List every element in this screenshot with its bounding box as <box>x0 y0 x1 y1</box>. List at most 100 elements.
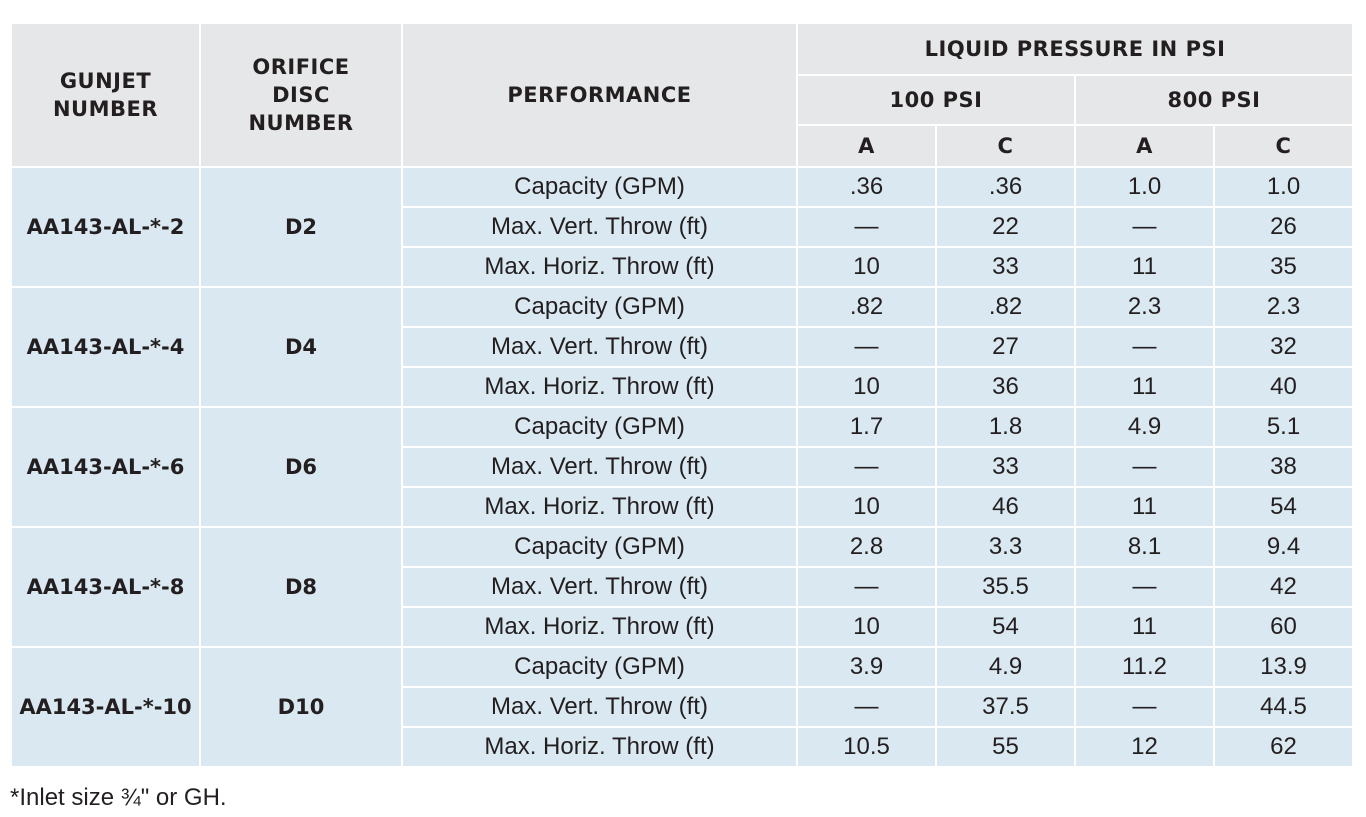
orifice-disc-cell: D2 <box>199 166 403 288</box>
value-cell-a800: — <box>1074 206 1215 248</box>
value-cell-a800: 11 <box>1074 486 1215 528</box>
table-row: AA143-AL-*-4 D4 Capacity (GPM) .82.82 2.3 2.3 <box>10 286 1355 408</box>
header-800-c: C <box>1212 124 1355 168</box>
value-cell-c800: 44.5 <box>1212 686 1355 728</box>
value-cell-a100: 2.8 <box>796 526 937 568</box>
value-cell-a100: 10 <box>796 366 937 408</box>
value-cell-a100: 10.5 <box>796 726 937 768</box>
table-row: AA143-AL-*-8 D8 Capacity (GPM) 2.8 3.3 8.1 9.4 <box>10 526 1355 648</box>
header-gunjet-number: GUNJET NUMBER <box>10 22 201 168</box>
value-cell-c800: 5.1 <box>1212 406 1355 448</box>
performance-label-cell: Max. Horiz. Throw (ft) <box>401 486 798 528</box>
header-performance: PERFORMANCE <box>401 22 798 168</box>
table-body: AA143-AL-*-2 D2 Capacity (GPM) .36.36 1.0 1.0… <box>10 166 1355 768</box>
value-cell-a800: 11.2 <box>1074 646 1215 688</box>
value-cell-c100: 33 <box>935 446 1076 488</box>
value-cell-c800: 1.0 <box>1212 166 1355 208</box>
value-cell-a800: 11 <box>1074 246 1215 288</box>
value-cell-c800: 2.3 <box>1212 286 1355 328</box>
value-cell-a100: — <box>796 326 937 368</box>
performance-label-cell: Max. Horiz. Throw (ft) <box>401 246 798 288</box>
gunjet-number-cell: AA143-AL-*-2 <box>10 166 201 288</box>
value-cell-a800: 8.1 <box>1074 526 1215 568</box>
value-cell-a100: 10 <box>796 246 937 288</box>
value-cell-c100: 22 <box>935 206 1076 248</box>
value-cell-c100: 35.5 <box>935 566 1076 608</box>
performance-label-cell: Capacity (GPM) <box>401 166 798 208</box>
performance-label-cell: Max. Vert. Throw (ft) <box>401 686 798 728</box>
orifice-disc-cell: D6 <box>199 406 403 528</box>
table-row: Max. Horiz. Throw (ft) 10 33 11 35 <box>11 246 1355 288</box>
value-cell-c100: 55 <box>935 726 1076 768</box>
value-cell-c800: 54 <box>1212 486 1355 528</box>
orifice-disc-cell: D8 <box>199 526 403 648</box>
table-row: Max. Horiz. Throw (ft) 10 46 11 54 <box>11 486 1355 528</box>
value-cell-c100: 27 <box>935 326 1076 368</box>
value-cell-c800: 32 <box>1212 326 1355 368</box>
gunjet-number-cell: AA143-AL-*-6 <box>10 406 201 528</box>
value-cell-a800: — <box>1074 446 1215 488</box>
table-header: GUNJET NUMBER ORIFICE DISC NUMBER PERFOR… <box>10 22 1355 168</box>
header-800-a: A <box>1074 124 1215 168</box>
value-cell-c100: 46 <box>935 486 1076 528</box>
footnote: *Inlet size ¾" or GH. <box>10 784 227 811</box>
value-cell-a800: — <box>1074 686 1215 728</box>
header-orifice-disc-number: ORIFICE DISC NUMBER <box>199 22 403 168</box>
value-cell-a800: 2.3 <box>1074 286 1215 328</box>
value-cell-a100: — <box>796 566 937 608</box>
performance-table: GUNJET NUMBER ORIFICE DISC NUMBER PERFOR… <box>10 22 1355 768</box>
value-cell-a100: 10 <box>796 486 937 528</box>
value-cell-c800: 62 <box>1212 726 1355 768</box>
table-row: Max. Vert. Throw (ft) —35.5—42 <box>11 566 1355 608</box>
value-cell-c800: 60 <box>1212 606 1355 648</box>
value-cell-a800: 11 <box>1074 606 1215 648</box>
value-cell-c800: 13.9 <box>1212 646 1355 688</box>
value-cell-a800: 4.9 <box>1074 406 1215 448</box>
value-cell-c100: .36 <box>935 166 1076 208</box>
gunjet-number-cell: AA143-AL-*-8 <box>10 526 201 648</box>
orifice-disc-cell: D4 <box>199 286 403 408</box>
table-row: Max. Horiz. Throw (ft) 10 54 11 60 <box>11 606 1355 648</box>
value-cell-c100: 33 <box>935 246 1076 288</box>
table-row: AA143-AL-*-10 D10 Capacity (GPM) 3.9 4.9 11.2… <box>10 646 1355 768</box>
value-cell-a100: .36 <box>796 166 937 208</box>
value-cell-a100: — <box>796 686 937 728</box>
value-cell-c100: .82 <box>935 286 1076 328</box>
value-cell-a800: 12 <box>1074 726 1215 768</box>
table-row: Max. Horiz. Throw (ft) 10.5 55 12 62 <box>11 726 1355 768</box>
value-cell-c800: 35 <box>1212 246 1355 288</box>
value-cell-a100: 3.9 <box>796 646 937 688</box>
performance-label-cell: Max. Vert. Throw (ft) <box>401 206 798 248</box>
value-cell-c800: 38 <box>1212 446 1355 488</box>
value-cell-c100: 3.3 <box>935 526 1076 568</box>
value-cell-c100: 36 <box>935 366 1076 408</box>
performance-label-cell: Capacity (GPM) <box>401 406 798 448</box>
orifice-disc-cell: D10 <box>199 646 403 768</box>
value-cell-a800: — <box>1074 326 1215 368</box>
table-row: Max. Vert. Throw (ft) —27—32 <box>11 326 1355 368</box>
header-100-a: A <box>796 124 937 168</box>
table-row: Max. Vert. Throw (ft) —22—26 <box>11 206 1355 248</box>
performance-label-cell: Max. Horiz. Throw (ft) <box>401 366 798 408</box>
performance-label-cell: Capacity (GPM) <box>401 646 798 688</box>
performance-label-cell: Max. Vert. Throw (ft) <box>401 446 798 488</box>
table-row: Max. Horiz. Throw (ft) 10 36 11 40 <box>11 366 1355 408</box>
value-cell-a800: 1.0 <box>1074 166 1215 208</box>
value-cell-a800: — <box>1074 566 1215 608</box>
value-cell-a100: 1.7 <box>796 406 937 448</box>
value-cell-c800: 26 <box>1212 206 1355 248</box>
table-row: AA143-AL-*-2 D2 Capacity (GPM) .36.36 1.0 1.0 <box>10 166 1355 288</box>
performance-label-cell: Max. Vert. Throw (ft) <box>401 326 798 368</box>
header-100-c: C <box>935 124 1076 168</box>
value-cell-a800: 11 <box>1074 366 1215 408</box>
value-cell-a100: — <box>796 206 937 248</box>
value-cell-c100: 4.9 <box>935 646 1076 688</box>
performance-label-cell: Capacity (GPM) <box>401 286 798 328</box>
table-row: AA143-AL-*-6 D6 Capacity (GPM) 1.7 1.8 4.9 5.1 <box>10 406 1355 528</box>
value-cell-c800: 9.4 <box>1212 526 1355 568</box>
performance-label-cell: Max. Horiz. Throw (ft) <box>401 726 798 768</box>
table-row: Max. Vert. Throw (ft) —37.5—44.5 <box>11 686 1355 728</box>
performance-label-cell: Capacity (GPM) <box>401 526 798 568</box>
value-cell-c800: 42 <box>1212 566 1355 608</box>
gunjet-number-cell: AA143-AL-*-4 <box>10 286 201 408</box>
